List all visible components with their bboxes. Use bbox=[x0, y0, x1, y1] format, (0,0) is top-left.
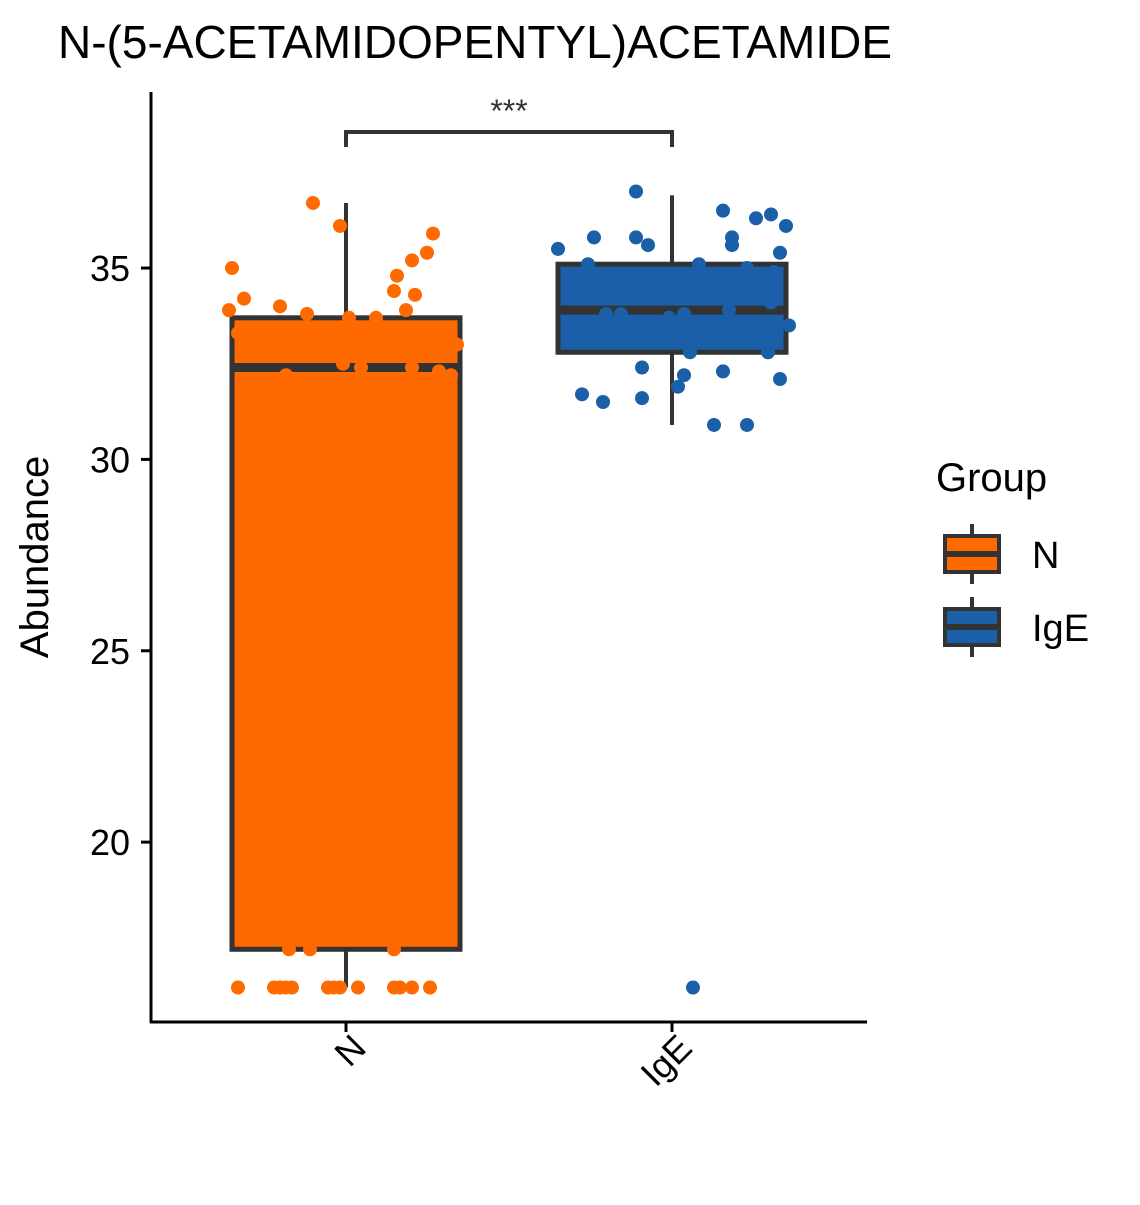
data-point-ige-0 bbox=[551, 241, 565, 256]
data-point-n-27 bbox=[303, 942, 317, 957]
data-point-n-9 bbox=[342, 310, 356, 325]
data-point-ige-7 bbox=[716, 203, 730, 218]
data-point-ige-15 bbox=[740, 261, 754, 276]
legend: Group N IgE bbox=[936, 456, 1089, 657]
data-point-n-40 bbox=[405, 980, 419, 995]
data-point-ige-19 bbox=[599, 306, 613, 321]
data-point-ige-35 bbox=[740, 417, 754, 432]
data-point-n-4 bbox=[222, 303, 236, 318]
plot-area: *** bbox=[222, 93, 796, 995]
data-point-ige-11 bbox=[764, 207, 778, 222]
data-point-ige-2 bbox=[581, 257, 595, 272]
data-point-n-33 bbox=[285, 980, 299, 995]
data-point-ige-29 bbox=[671, 379, 685, 394]
data-point-n-20 bbox=[336, 356, 350, 371]
data-point-ige-34 bbox=[707, 417, 721, 432]
data-point-n-11 bbox=[399, 303, 413, 318]
data-point-n-41 bbox=[423, 980, 437, 995]
significance-bracket bbox=[344, 130, 674, 147]
data-point-ige-33 bbox=[773, 372, 787, 387]
data-point-n-1 bbox=[237, 291, 251, 306]
data-point-ige-32 bbox=[635, 391, 649, 406]
data-point-n-7 bbox=[246, 349, 260, 364]
data-point-ige-26 bbox=[635, 360, 649, 375]
data-point-n-8 bbox=[279, 368, 293, 383]
data-point-ige-5 bbox=[629, 184, 643, 199]
legend-item-ige: IgE bbox=[943, 597, 1089, 657]
data-point-n-12 bbox=[387, 284, 401, 299]
data-point-ige-17 bbox=[782, 318, 796, 333]
data-point-ige-14 bbox=[767, 264, 781, 279]
y-tick-label-20: 20 bbox=[90, 822, 130, 863]
data-point-n-14 bbox=[408, 287, 422, 302]
data-point-ige-6 bbox=[692, 257, 706, 272]
data-point-n-18 bbox=[306, 195, 320, 210]
y-axis-title: Abundance bbox=[13, 456, 57, 658]
data-point-ige-13 bbox=[773, 245, 787, 260]
data-point-ige-25 bbox=[761, 345, 775, 360]
data-point-ige-4 bbox=[641, 238, 655, 253]
data-point-n-28 bbox=[387, 942, 401, 957]
data-point-n-10 bbox=[369, 310, 383, 325]
legend-item-n: N bbox=[943, 524, 1059, 584]
data-point-ige-12 bbox=[779, 218, 793, 233]
data-point-n-23 bbox=[432, 364, 446, 379]
data-point-n-17 bbox=[426, 226, 440, 241]
data-point-ige-22 bbox=[677, 306, 691, 321]
x-tick-label-n: N bbox=[326, 1027, 373, 1074]
data-point-n-15 bbox=[405, 253, 419, 268]
data-point-n-22 bbox=[405, 360, 419, 375]
data-point-n-21 bbox=[354, 360, 368, 375]
significance-label: *** bbox=[490, 93, 527, 129]
axes: 20 25 30 35 N IgE bbox=[90, 92, 867, 1094]
data-point-n-13 bbox=[390, 268, 404, 283]
data-point-n-26 bbox=[282, 942, 296, 957]
y-tick-label-35: 35 bbox=[90, 248, 130, 289]
box-n bbox=[229, 315, 463, 952]
x-tick-label-ige: IgE bbox=[632, 1027, 699, 1094]
y-tick-label-30: 30 bbox=[90, 439, 130, 480]
data-point-n-24 bbox=[444, 368, 458, 383]
legend-label-n: N bbox=[1032, 535, 1059, 577]
data-point-ige-24 bbox=[683, 345, 697, 360]
data-point-ige-31 bbox=[596, 395, 610, 409]
data-point-n-39 bbox=[393, 980, 407, 995]
data-point-ige-30 bbox=[575, 387, 589, 402]
data-point-ige-36 bbox=[686, 980, 700, 995]
legend-label-ige: IgE bbox=[1032, 608, 1089, 650]
data-point-ige-27 bbox=[716, 364, 730, 379]
data-point-ige-21 bbox=[662, 310, 676, 325]
chart-title: N-(5-ACETAMIDOPENTYL)ACETAMIDE bbox=[58, 16, 892, 68]
data-point-n-5 bbox=[231, 326, 245, 341]
y-tick-label-25: 25 bbox=[90, 631, 130, 672]
data-point-ige-9 bbox=[725, 238, 739, 253]
data-point-ige-10 bbox=[749, 211, 763, 226]
data-point-ige-18 bbox=[722, 303, 736, 318]
data-point-n-25 bbox=[450, 337, 464, 352]
data-point-n-36 bbox=[333, 980, 347, 995]
data-point-ige-23 bbox=[638, 329, 652, 344]
data-point-n-3 bbox=[300, 306, 314, 321]
data-point-ige-28 bbox=[677, 368, 691, 383]
data-point-n-0 bbox=[225, 261, 239, 276]
data-point-ige-20 bbox=[614, 306, 628, 321]
legend-title: Group bbox=[936, 456, 1047, 500]
data-point-n-29 bbox=[231, 980, 245, 995]
data-point-n-37 bbox=[351, 980, 365, 995]
data-point-n-16 bbox=[420, 245, 434, 260]
data-point-ige-16 bbox=[764, 295, 778, 310]
data-point-ige-3 bbox=[629, 230, 643, 245]
data-point-n-2 bbox=[273, 299, 287, 314]
data-point-n-19 bbox=[333, 218, 347, 233]
data-point-ige-1 bbox=[587, 230, 601, 245]
